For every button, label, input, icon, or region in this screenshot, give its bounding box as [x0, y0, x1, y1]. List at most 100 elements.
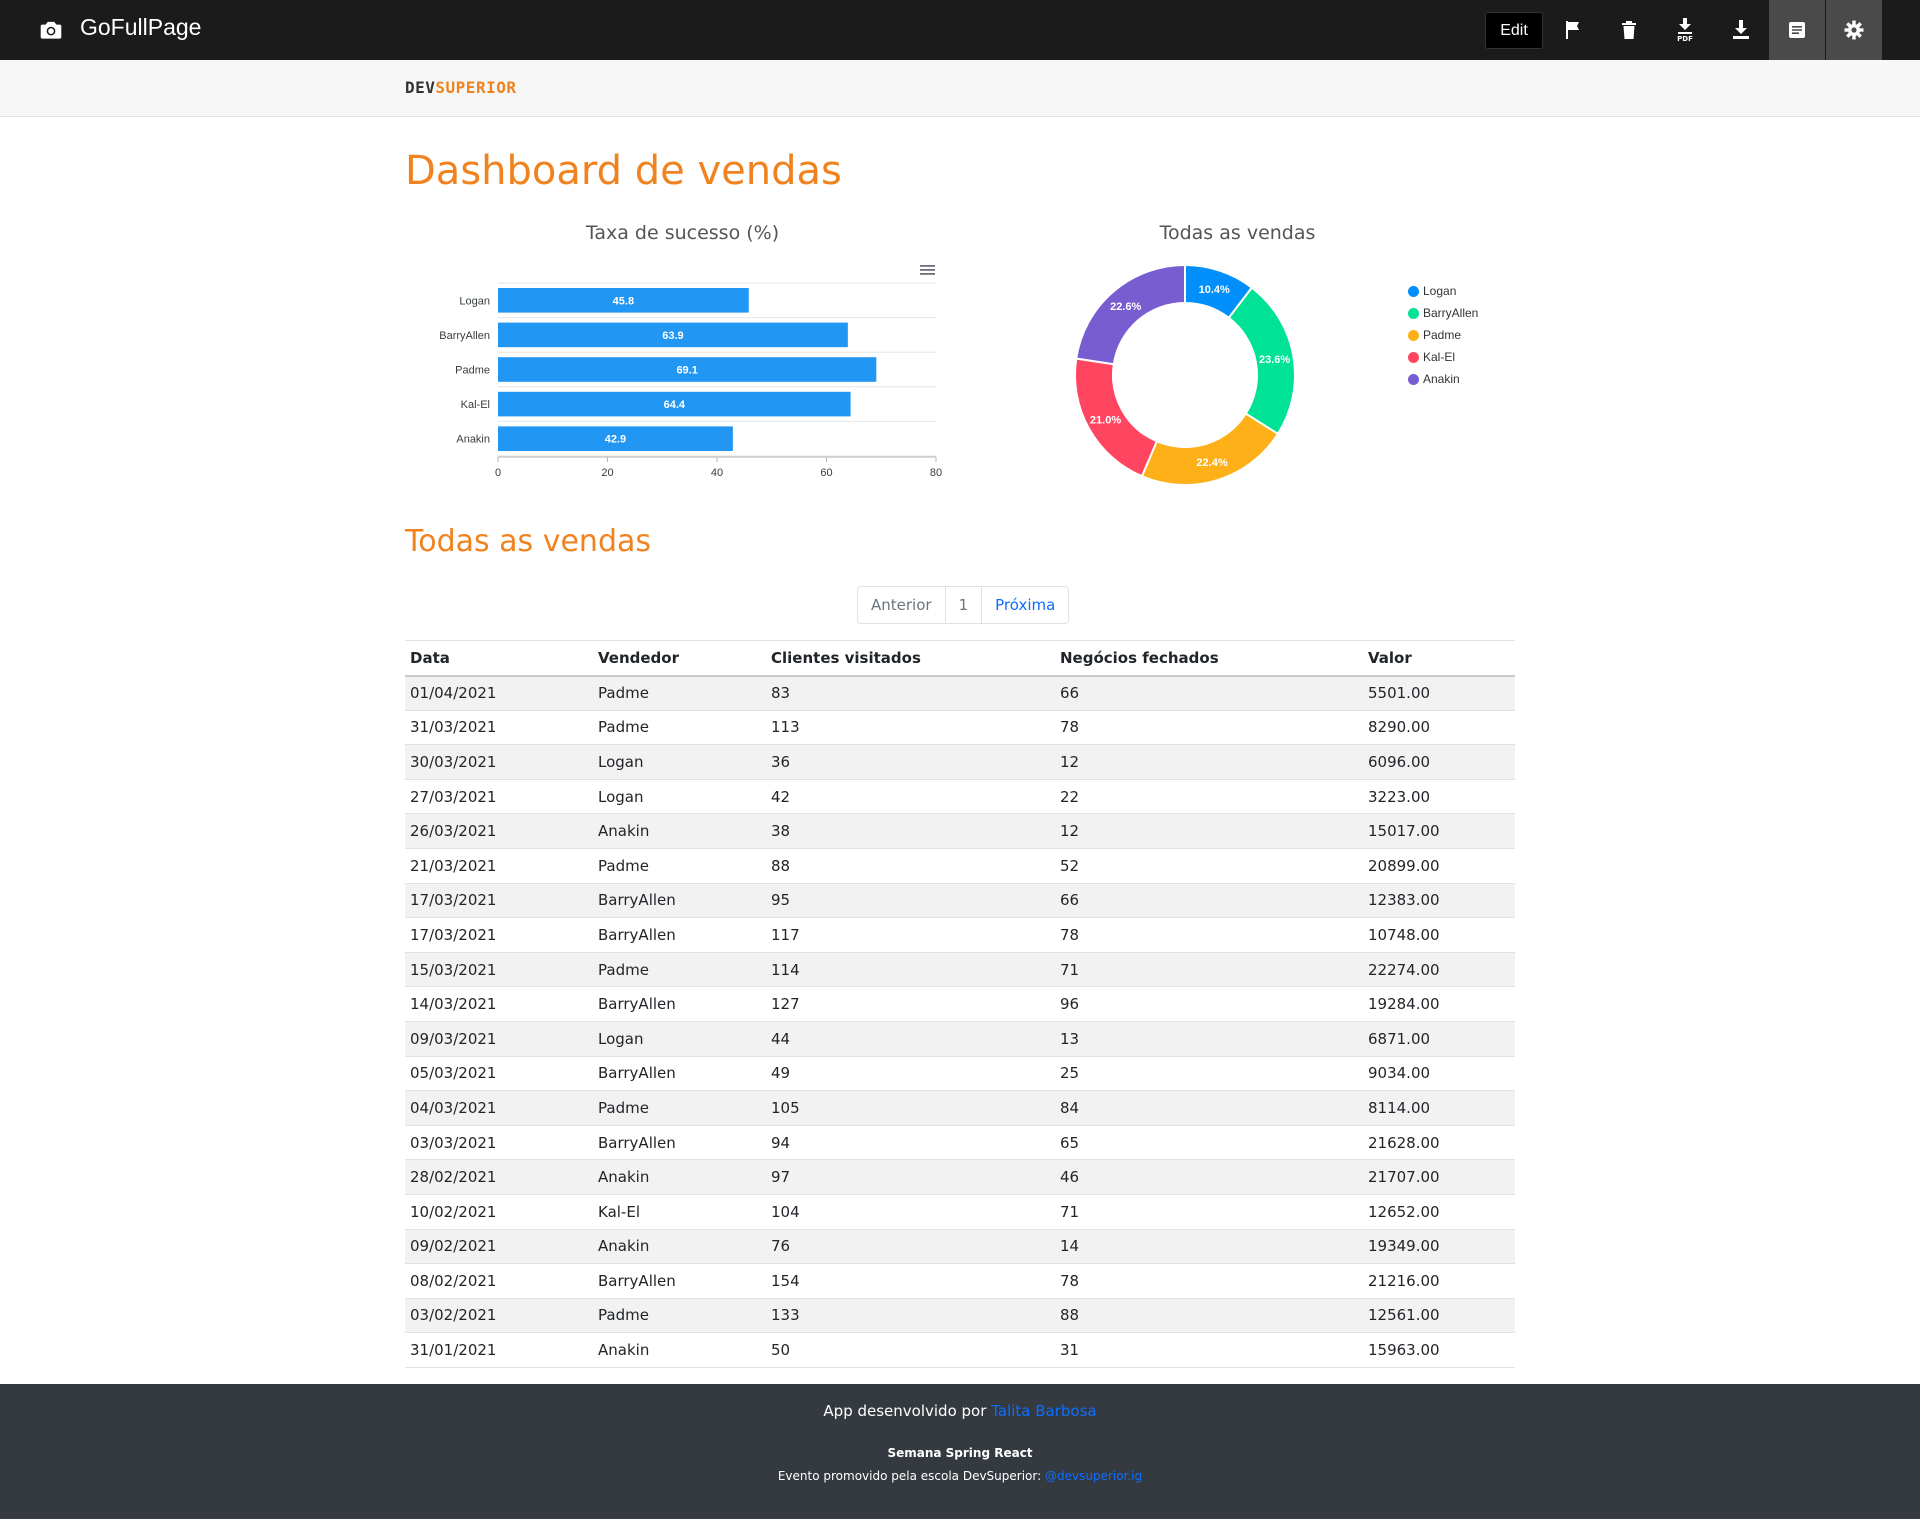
table-cell: Padme — [593, 848, 766, 884]
table-row: 01/04/2021 Padme 83 66 5501.00 — [405, 675, 1515, 711]
edit-button[interactable]: Edit — [1485, 12, 1543, 49]
table-cell: 49 — [766, 1056, 1055, 1092]
table-cell: 01/04/2021 — [405, 675, 593, 711]
table-cell: 78 — [1055, 1263, 1363, 1299]
legend-label: Padme — [1423, 328, 1462, 342]
table-cell: Anakin — [593, 1229, 766, 1265]
donut-legend: Logan BarryAllen Padme Kal-El Anakin — [1408, 280, 1478, 390]
table-cell: 31/03/2021 — [405, 710, 593, 746]
table-header-row: Data Vendedor Clientes visitados Negócio… — [405, 640, 1515, 677]
legend-marker — [1408, 285, 1419, 297]
logo-dev-text: DEV — [405, 78, 436, 97]
chart-menu-icon[interactable] — [920, 265, 935, 275]
table-row: 28/02/2021 Anakin 97 46 21707.00 — [405, 1159, 1515, 1195]
table-cell: 105 — [766, 1090, 1055, 1126]
table-cell: Logan — [593, 779, 766, 815]
table-row: 31/03/2021 Padme 113 78 8290.00 — [405, 710, 1515, 746]
table-cell: Anakin — [593, 1332, 766, 1368]
table-cell: Anakin — [593, 1159, 766, 1195]
table-cell: Kal-El — [593, 1194, 766, 1230]
table-cell: 21/03/2021 — [405, 848, 593, 884]
footer-credit: App desenvolvido por Talita Barbosa — [0, 1402, 1920, 1420]
legend-label: Anakin — [1423, 372, 1460, 386]
x-tick-label: 80 — [930, 467, 942, 479]
table-cell: 66 — [1055, 883, 1363, 919]
bar-data-label: 69.1 — [676, 365, 697, 377]
table-cell: 8290.00 — [1363, 710, 1515, 746]
legend-item[interactable]: BarryAllen — [1408, 302, 1478, 324]
table-cell: 03/02/2021 — [405, 1298, 593, 1334]
legend-item[interactable]: Kal-El — [1408, 346, 1478, 368]
table-cell: 6096.00 — [1363, 744, 1515, 780]
table-cell: 127 — [766, 986, 1055, 1022]
table-cell: Logan — [593, 744, 766, 780]
x-tick-label: 0 — [495, 467, 501, 479]
table-cell: 66 — [1055, 675, 1363, 711]
flag-button[interactable] — [1545, 0, 1601, 60]
legend-item[interactable]: Padme — [1408, 324, 1478, 346]
column-header: Data — [405, 640, 593, 677]
table-cell: 27/03/2021 — [405, 779, 593, 815]
page-title: Dashboard de vendas — [405, 148, 842, 194]
table-cell: 36 — [766, 744, 1055, 780]
table-row: 14/03/2021 BarryAllen 127 96 19284.00 — [405, 986, 1515, 1022]
devsuperior-logo[interactable]: DEVSUPERIOR — [405, 78, 516, 97]
table-cell: 46 — [1055, 1159, 1363, 1195]
table-cell: 71 — [1055, 952, 1363, 988]
table-row: 09/02/2021 Anakin 76 14 19349.00 — [405, 1229, 1515, 1265]
donut-chart-title: Todas as vendas — [1159, 222, 1316, 244]
table-cell: 42 — [766, 779, 1055, 815]
download-button[interactable] — [1713, 0, 1769, 60]
developer-link[interactable]: Talita Barbosa — [991, 1402, 1097, 1420]
table-cell: 13 — [1055, 1021, 1363, 1057]
table-cell: 65 — [1055, 1125, 1363, 1161]
document-button[interactable] — [1769, 0, 1825, 60]
extension-toolbar: GoFullPage Edit PDF — [0, 0, 1920, 60]
bar — [498, 391, 851, 417]
table-cell: 21628.00 — [1363, 1125, 1515, 1161]
table-cell: 26/03/2021 — [405, 813, 593, 849]
table-cell: 12 — [1055, 813, 1363, 849]
pagination-previous[interactable]: Anterior — [858, 587, 946, 623]
table-row: 09/03/2021 Logan 44 13 6871.00 — [405, 1021, 1515, 1057]
column-header: Vendedor — [593, 640, 766, 677]
table-cell: 12 — [1055, 744, 1363, 780]
bar — [498, 288, 749, 313]
table-cell: 50 — [766, 1332, 1055, 1368]
bar — [498, 357, 877, 382]
table-row: 21/03/2021 Padme 88 52 20899.00 — [405, 848, 1515, 884]
table-cell: 22274.00 — [1363, 952, 1515, 988]
table-row: 26/03/2021 Anakin 38 12 15017.00 — [405, 813, 1515, 849]
bar — [498, 426, 733, 451]
pagination-next[interactable]: Próxima — [995, 596, 1056, 614]
table-cell: Padme — [593, 1090, 766, 1126]
instagram-link[interactable]: @devsuperior.ig — [1044, 1469, 1143, 1483]
gear-icon — [1844, 20, 1864, 40]
y-tick-label: Anakin — [456, 434, 490, 446]
pagination-page-1[interactable]: 1 — [946, 587, 983, 623]
table-cell: Logan — [593, 1021, 766, 1057]
download-pdf-button[interactable]: PDF — [1657, 0, 1713, 60]
legend-item[interactable]: Anakin — [1408, 368, 1478, 390]
table-row: 15/03/2021 Padme 114 71 22274.00 — [405, 952, 1515, 988]
y-tick-label: Logan — [459, 295, 490, 307]
footer-credit-text: App desenvolvido por — [823, 1402, 992, 1420]
delete-button[interactable] — [1601, 0, 1657, 60]
sales-section-title: Todas as vendas — [405, 524, 652, 559]
flag-icon — [1566, 21, 1579, 39]
table-cell: 117 — [766, 917, 1055, 953]
legend-item[interactable]: Logan — [1408, 280, 1478, 302]
settings-button[interactable] — [1826, 0, 1882, 60]
bar-data-label: 64.4 — [664, 399, 686, 411]
table-row: 08/02/2021 BarryAllen 154 78 21216.00 — [405, 1263, 1515, 1299]
site-navbar: DEVSUPERIOR — [0, 60, 1920, 117]
y-tick-label: Padme — [455, 365, 490, 377]
table-row: 10/02/2021 Kal-El 104 71 12652.00 — [405, 1194, 1515, 1230]
table-cell: 52 — [1055, 848, 1363, 884]
table-cell: 30/03/2021 — [405, 744, 593, 780]
event-name: Semana Spring React — [887, 1446, 1033, 1460]
table-cell: 05/03/2021 — [405, 1056, 593, 1092]
table-cell: 14/03/2021 — [405, 986, 593, 1022]
table-row: 17/03/2021 BarryAllen 117 78 10748.00 — [405, 917, 1515, 953]
table-cell: 22 — [1055, 779, 1363, 815]
